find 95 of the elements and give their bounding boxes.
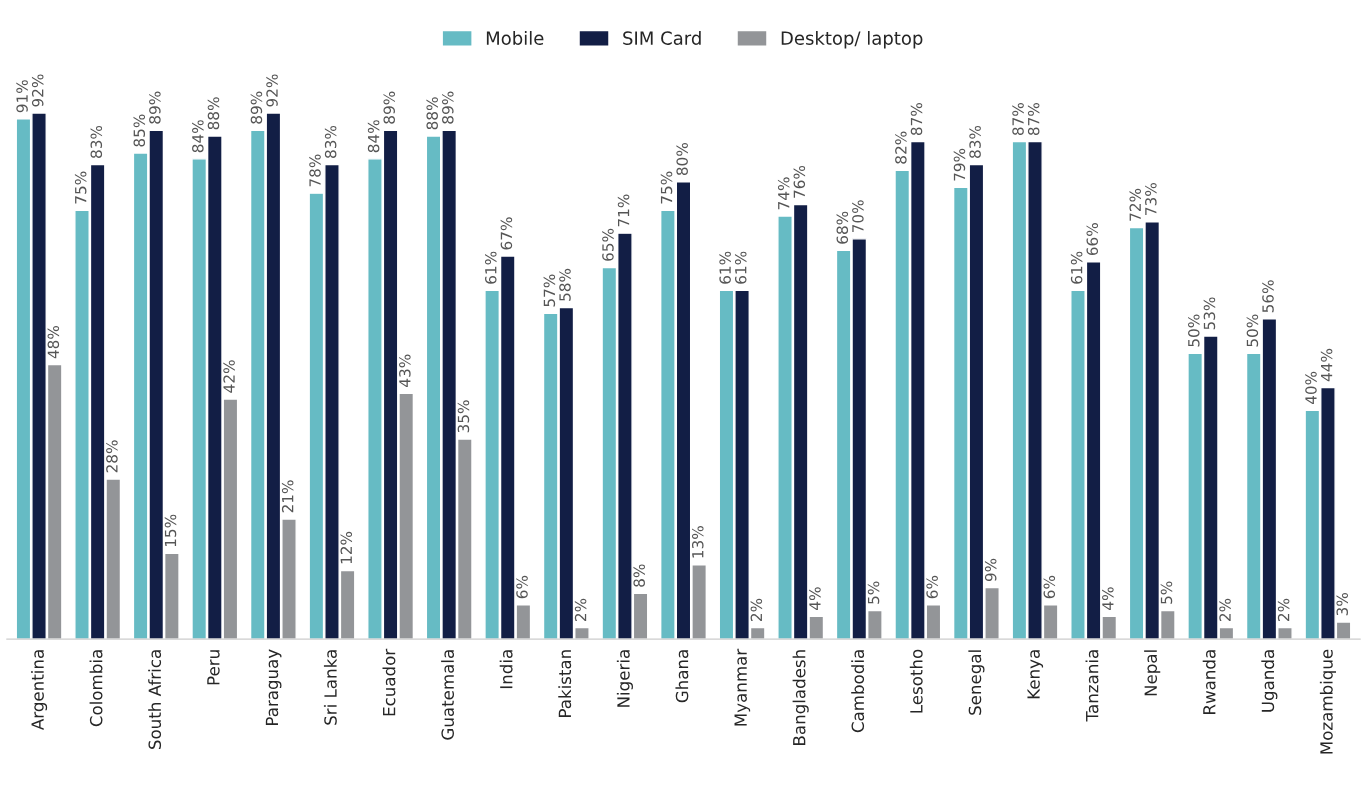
data-label: 6% (1043, 575, 1056, 599)
data-label: 87% (1012, 103, 1024, 136)
data-label: 92% (266, 74, 278, 107)
data-label: 13% (692, 526, 704, 558)
data-label: 67% (500, 217, 513, 250)
data-label: 21% (281, 480, 294, 513)
x-tick-label: Mozambique (1319, 649, 1337, 754)
data-label: 5% (1160, 581, 1173, 604)
data-label: 35% (457, 400, 470, 433)
data-label: 89% (250, 91, 263, 124)
data-label: 91% (16, 80, 28, 113)
data-label: 88% (426, 97, 438, 130)
data-label: 57% (543, 274, 556, 307)
x-tick-label: Uganda (1261, 650, 1278, 712)
data-label: 79% (953, 148, 966, 181)
data-label: 85% (133, 114, 146, 147)
data-label: 75% (660, 171, 673, 204)
x-tick-label: Nigeria (616, 650, 633, 707)
data-label: 68% (836, 211, 849, 244)
data-label: 88% (207, 97, 220, 130)
data-label: 70% (852, 200, 864, 233)
data-label: 84% (192, 120, 204, 153)
data-label: 50% (1246, 314, 1259, 347)
x-tick-label: Rwanda (1202, 650, 1216, 714)
data-label: 61% (1070, 251, 1083, 284)
data-label: 43% (399, 354, 411, 387)
x-tick-label: Myanmar (734, 648, 751, 726)
data-label: 2% (750, 598, 763, 621)
data-label: 61% (719, 251, 731, 284)
data-label: 40% (1305, 371, 1317, 405)
x-tick-label: Bangladesh (792, 650, 809, 745)
data-label: 48% (47, 325, 60, 359)
data-label: 42% (223, 360, 235, 393)
data-label: 83% (90, 125, 103, 158)
data-label: 53% (1203, 297, 1216, 330)
data-label: 3% (1336, 592, 1348, 616)
x-tick-label: Ghana (675, 650, 689, 703)
data-label: 73% (1145, 183, 1157, 215)
data-label: 87% (1027, 103, 1040, 136)
x-tick-label: Guatemala (441, 650, 454, 740)
data-label: 5% (867, 581, 880, 604)
data-label: 83% (969, 125, 981, 158)
data-label: 75% (74, 171, 87, 204)
legend-label: Desktop/ laptop (781, 30, 923, 49)
data-label: 6% (926, 575, 938, 599)
data-label: 8% (633, 564, 645, 587)
x-tick-label: Lesotho (909, 649, 923, 713)
data-label: 4% (1102, 587, 1114, 610)
data-label: 89% (442, 91, 454, 124)
data-label: 9% (984, 558, 997, 582)
data-label: 61% (734, 251, 747, 284)
x-tick-label: Senegal (968, 650, 985, 715)
data-label: 72% (1129, 188, 1141, 221)
data-label: 4% (809, 587, 821, 610)
x-tick-label: Argentina (30, 650, 48, 730)
data-label: 58% (559, 268, 571, 301)
data-label: 50% (1188, 314, 1200, 347)
data-label: 56% (1262, 280, 1274, 313)
data-label: 84% (367, 120, 380, 153)
data-label: 87% (910, 103, 923, 136)
data-label: 89% (149, 91, 161, 124)
data-label: 2% (1277, 598, 1290, 621)
legend-label: Mobile (486, 30, 544, 45)
data-label: 61% (485, 251, 497, 284)
x-tick-label: Tanzania (1085, 650, 1099, 722)
x-tick-label: Kenya (1027, 650, 1044, 699)
data-label: 82% (895, 131, 907, 164)
data-label: 6% (516, 575, 528, 599)
x-tick-label: India (499, 650, 513, 689)
data-label: 12% (340, 531, 353, 564)
data-label: 83% (324, 125, 337, 158)
x-tick-label: South Africa (148, 650, 162, 749)
data-label: 92% (31, 74, 44, 107)
x-tick-label: Nepal (1144, 650, 1161, 696)
x-tick-label: Peru (207, 650, 220, 685)
data-label: 76% (793, 165, 806, 198)
data-label: 89% (383, 91, 395, 124)
x-tick-label: Paraguay (265, 649, 282, 725)
data-label: 74% (777, 177, 790, 210)
data-label: 2% (574, 598, 587, 621)
data-label: 71% (617, 194, 630, 227)
x-tick-label: Sri Lanka (323, 650, 337, 725)
data-label: 78% (309, 154, 321, 187)
x-tick-label: Pakistan (558, 650, 572, 717)
data-label: 28% (106, 440, 118, 473)
data-label: 80% (676, 143, 688, 176)
x-tick-label: Colombia (89, 650, 103, 727)
x-tick-label: Ecuador (382, 648, 396, 716)
data-label: 65% (602, 228, 614, 261)
x-tick-label: Cambodia (851, 650, 865, 733)
data-label: 44% (1320, 348, 1333, 382)
data-label: 15% (164, 514, 177, 547)
legend-label: SIM Card (623, 30, 701, 45)
data-label: 66% (1086, 223, 1099, 256)
data-label: 2% (1219, 598, 1231, 621)
